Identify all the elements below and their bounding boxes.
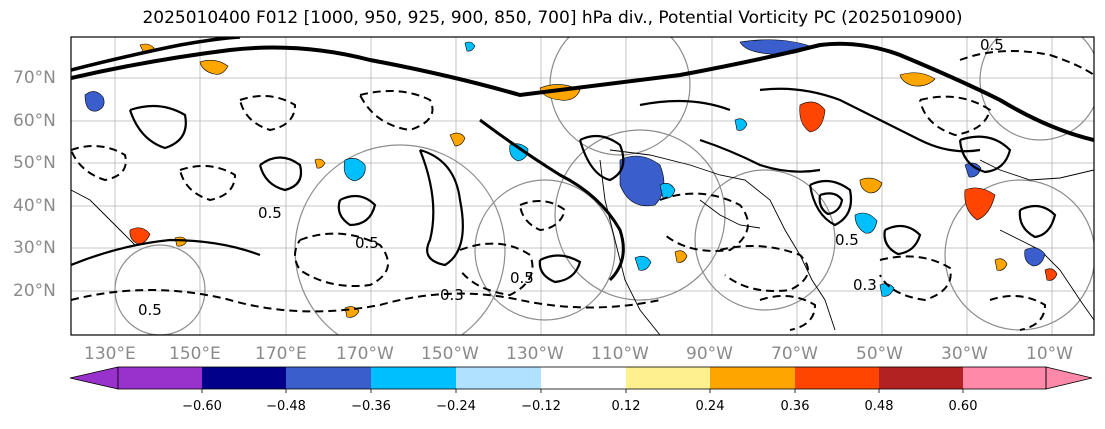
colorbar-tick-label: 0.12	[611, 399, 641, 414]
colorbar-tick-label: 0.48	[864, 399, 894, 414]
colorbar-extend-max	[1045, 366, 1093, 390]
colorbar-segment	[626, 367, 710, 389]
lat-label: 30°N	[13, 238, 56, 258]
colorbar-outline	[117, 366, 1047, 390]
contour-labels: 0.5 0.5 0.3 0.5 0.5 0.5 0.3 0.5	[138, 36, 1004, 319]
contour-label: 0.3	[440, 286, 464, 304]
contour-label: 0.5	[835, 231, 859, 249]
lat-label: 50°N	[13, 153, 56, 173]
colorbar-segment	[963, 367, 1046, 389]
lat-label: 70°N	[13, 68, 56, 88]
colorbar-tick-label: 0.24	[695, 399, 725, 414]
coastlines	[71, 149, 1094, 335]
lon-label: 110°W	[591, 344, 649, 364]
contour-label: 0.5	[980, 36, 1004, 54]
colorbar-segment	[371, 367, 456, 389]
colorbar-segment	[879, 367, 963, 389]
colorbar-tick-label: −0.60	[182, 399, 222, 414]
contour-label: 0.5	[355, 234, 379, 252]
colorbar	[69, 366, 1093, 393]
lon-label: 130°W	[506, 344, 564, 364]
colorbar-tick-label: 0.36	[780, 399, 810, 414]
lon-label: 70°W	[771, 344, 818, 364]
lon-label: 10°W	[1026, 344, 1073, 364]
colorbar-extend-min	[69, 366, 119, 390]
lon-label: 150°W	[421, 344, 479, 364]
colorbar-segment	[795, 367, 879, 389]
lon-label: 170°W	[336, 344, 394, 364]
colorbar-tick-label: 0.60	[948, 399, 978, 414]
colorbar-tick-label: −0.24	[436, 399, 476, 414]
colorbar-segment	[202, 367, 286, 389]
colorbar-segment	[456, 367, 541, 389]
pv-shading	[84, 39, 1058, 318]
colorbar-tick-label: −0.48	[266, 399, 306, 414]
contour-label: 0.5	[258, 204, 282, 222]
lon-label: 90°W	[686, 344, 733, 364]
colorbar-tick-label: −0.12	[521, 399, 561, 414]
contour-label: 0.3	[853, 276, 877, 294]
colorbar-tick-label: −0.36	[351, 399, 391, 414]
lon-label: 170°E	[255, 344, 307, 364]
contours-solid	[71, 37, 1094, 284]
colorbar-segment	[710, 367, 795, 389]
colorbar-segment	[118, 367, 202, 389]
lon-label: 150°E	[169, 344, 221, 364]
contour-label: 0.5	[510, 269, 534, 287]
lat-label: 20°N	[13, 281, 56, 301]
contours-dashed	[71, 50, 1094, 331]
lon-label: 130°E	[84, 344, 136, 364]
colorbar-segment	[286, 367, 371, 389]
lat-label: 60°N	[13, 111, 56, 131]
lon-label: 50°W	[856, 344, 903, 364]
colorbar-segment	[541, 367, 626, 389]
contour-label: 0.5	[138, 301, 162, 319]
range-rings	[114, 37, 1094, 335]
map-frame	[70, 36, 1095, 336]
lon-label: 30°W	[941, 344, 988, 364]
lat-label: 40°N	[13, 196, 56, 216]
map-title: 2025010400 F012 [1000, 950, 925, 900, 85…	[142, 8, 963, 28]
